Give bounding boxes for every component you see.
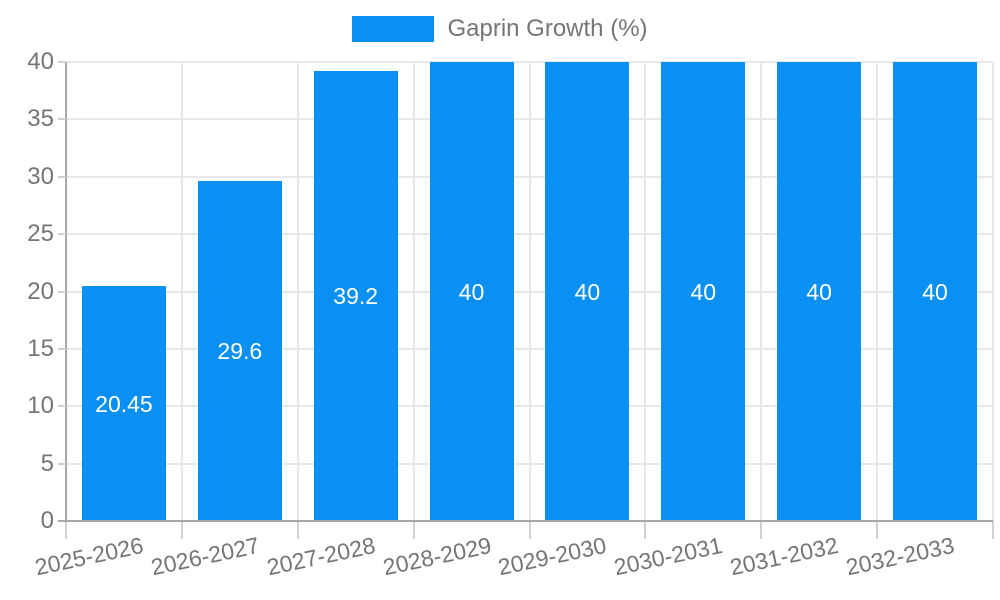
- bar-value-label: 29.6: [217, 338, 263, 365]
- bar-value-label: 40: [806, 278, 832, 305]
- bar[interactable]: [661, 62, 746, 521]
- x-axis-baseline: [66, 520, 993, 522]
- x-gridline: [528, 62, 531, 521]
- x-tick: [412, 521, 415, 539]
- x-tick: [644, 521, 647, 539]
- x-tick: [296, 521, 299, 539]
- y-tick-label: 25: [27, 220, 54, 248]
- legend-label: Gaprin Growth (%): [447, 15, 648, 42]
- legend[interactable]: Gaprin Growth (%): [0, 16, 1000, 42]
- x-tick-label: 2025-2026: [32, 531, 146, 581]
- y-axis-line: [65, 62, 67, 521]
- x-tick-label: 2027-2028: [264, 531, 378, 581]
- x-gridline: [992, 62, 994, 521]
- y-tick: [58, 233, 66, 236]
- x-gridline: [180, 62, 183, 521]
- y-tick: [58, 175, 66, 178]
- bar-value-label: 20.45: [95, 390, 153, 417]
- x-gridline: [296, 62, 299, 521]
- y-tick-label: 40: [27, 48, 54, 75]
- x-tick: [876, 521, 879, 539]
- bar-value-label: 40: [574, 278, 601, 305]
- x-gridline: [412, 62, 415, 521]
- x-gridline: [760, 62, 763, 521]
- bar[interactable]: [313, 71, 398, 521]
- y-tick-label: 10: [27, 392, 54, 420]
- x-tick-label: 2032-2033: [843, 531, 957, 581]
- x-tick: [65, 521, 67, 539]
- y-tick: [58, 520, 66, 522]
- bar-value-label: 40: [922, 278, 948, 305]
- bar[interactable]: [545, 62, 630, 521]
- bar-value-label: 40: [458, 278, 485, 305]
- x-gridline: [644, 62, 647, 521]
- y-tick: [58, 290, 66, 293]
- y-tick: [58, 118, 66, 121]
- y-tick: [58, 405, 66, 408]
- x-tick: [760, 521, 763, 539]
- bar-value-label: 40: [690, 278, 717, 305]
- bar[interactable]: [197, 181, 282, 521]
- y-tick-label: 20: [27, 277, 54, 305]
- x-gridline: [876, 62, 879, 521]
- bar[interactable]: [429, 62, 514, 521]
- x-tick: [992, 521, 994, 539]
- x-tick-label: 2028-2029: [380, 531, 494, 581]
- y-tick-label: 5: [40, 449, 54, 477]
- x-tick-label: 2029-2030: [496, 531, 610, 581]
- bar[interactable]: [81, 286, 166, 521]
- y-tick-label: 35: [27, 105, 54, 133]
- bar[interactable]: [893, 62, 978, 521]
- x-tick-label: 2030-2031: [611, 531, 725, 581]
- bar[interactable]: [777, 62, 862, 521]
- y-tick-label: 0: [40, 507, 54, 534]
- y-tick: [58, 347, 66, 350]
- x-tick: [180, 521, 183, 539]
- y-tick-label: 30: [27, 162, 54, 190]
- legend-swatch: [352, 16, 435, 42]
- x-tick-label: 2026-2027: [148, 531, 262, 581]
- x-tick: [528, 521, 531, 539]
- bar-value-label: 39.2: [333, 283, 379, 310]
- x-tick-label: 2031-2032: [727, 531, 841, 581]
- y-tick: [58, 462, 66, 465]
- y-tick: [58, 61, 66, 63]
- y-tick-label: 15: [27, 334, 54, 362]
